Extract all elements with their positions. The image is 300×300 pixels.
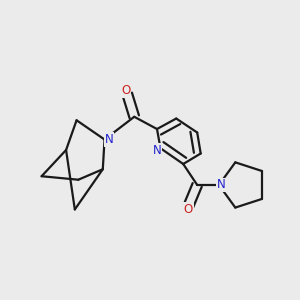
Text: N: N	[153, 143, 161, 157]
Text: N: N	[105, 133, 113, 146]
Text: O: O	[184, 203, 193, 216]
Text: N: N	[217, 178, 226, 191]
Text: O: O	[121, 84, 130, 97]
